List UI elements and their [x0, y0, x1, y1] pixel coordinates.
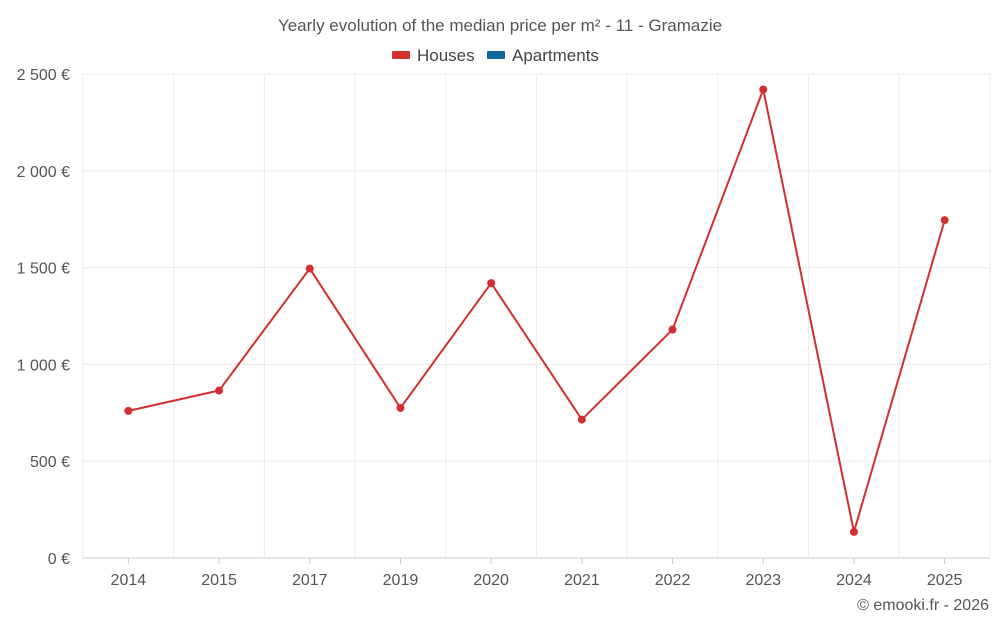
legend-label-apartments: Apartments [512, 46, 599, 65]
data-point-houses-2015[interactable] [215, 386, 224, 395]
x-tick-label: 2014 [111, 572, 147, 589]
y-tick-label: 1 500 € [17, 261, 70, 278]
y-tick-label: 1 000 € [17, 357, 70, 374]
data-point-houses-2022[interactable] [668, 325, 677, 334]
legend-swatch-apartments [487, 51, 505, 59]
legend-item-apartments[interactable]: Apartments [487, 46, 599, 65]
data-point-houses-2017[interactable] [305, 264, 314, 273]
data-point-houses-2024[interactable] [849, 527, 858, 536]
x-tick-label: 2019 [383, 572, 419, 589]
chart-title: Yearly evolution of the median price per… [278, 16, 722, 35]
credit-text: © emooki.fr - 2026 [857, 597, 989, 614]
series [124, 85, 949, 536]
data-point-houses-2023[interactable] [759, 85, 768, 94]
y-tick-label: 500 € [30, 454, 70, 471]
series-line-houses [128, 88, 946, 533]
grid [82, 73, 991, 558]
y-tick-label: 2 000 € [17, 164, 70, 181]
x-tick-label: 2021 [564, 572, 600, 589]
legend-label-houses: Houses [417, 46, 475, 65]
x-tick-label: 2017 [292, 572, 328, 589]
data-point-houses-2025[interactable] [940, 216, 949, 225]
legend-item-houses[interactable]: Houses [392, 46, 475, 65]
x-axis-ticks: 2014 2015 2017 2019 2020 2021 2022 2023 2024 2025 [111, 558, 963, 589]
data-point-houses-2019[interactable] [396, 403, 405, 412]
y-tick-label: 2 500 € [17, 67, 70, 84]
legend-swatch-houses [392, 51, 410, 59]
y-tick-label: 0 € [48, 551, 70, 568]
x-tick-label: 2025 [927, 572, 963, 589]
legend: Houses Apartments [392, 46, 599, 65]
x-tick-label: 2023 [745, 572, 781, 589]
data-point-houses-2021[interactable] [577, 415, 586, 424]
x-tick-label: 2020 [473, 572, 509, 589]
x-tick-label: 2015 [201, 572, 237, 589]
data-point-houses-2020[interactable] [487, 279, 496, 288]
y-axis-ticks: 0 € 500 € 1 000 € 1 500 € 2 000 € 2 500 € [17, 67, 70, 568]
x-tick-label: 2022 [655, 572, 691, 589]
x-tick-label: 2024 [836, 572, 872, 589]
data-point-houses-2014[interactable] [124, 406, 133, 415]
